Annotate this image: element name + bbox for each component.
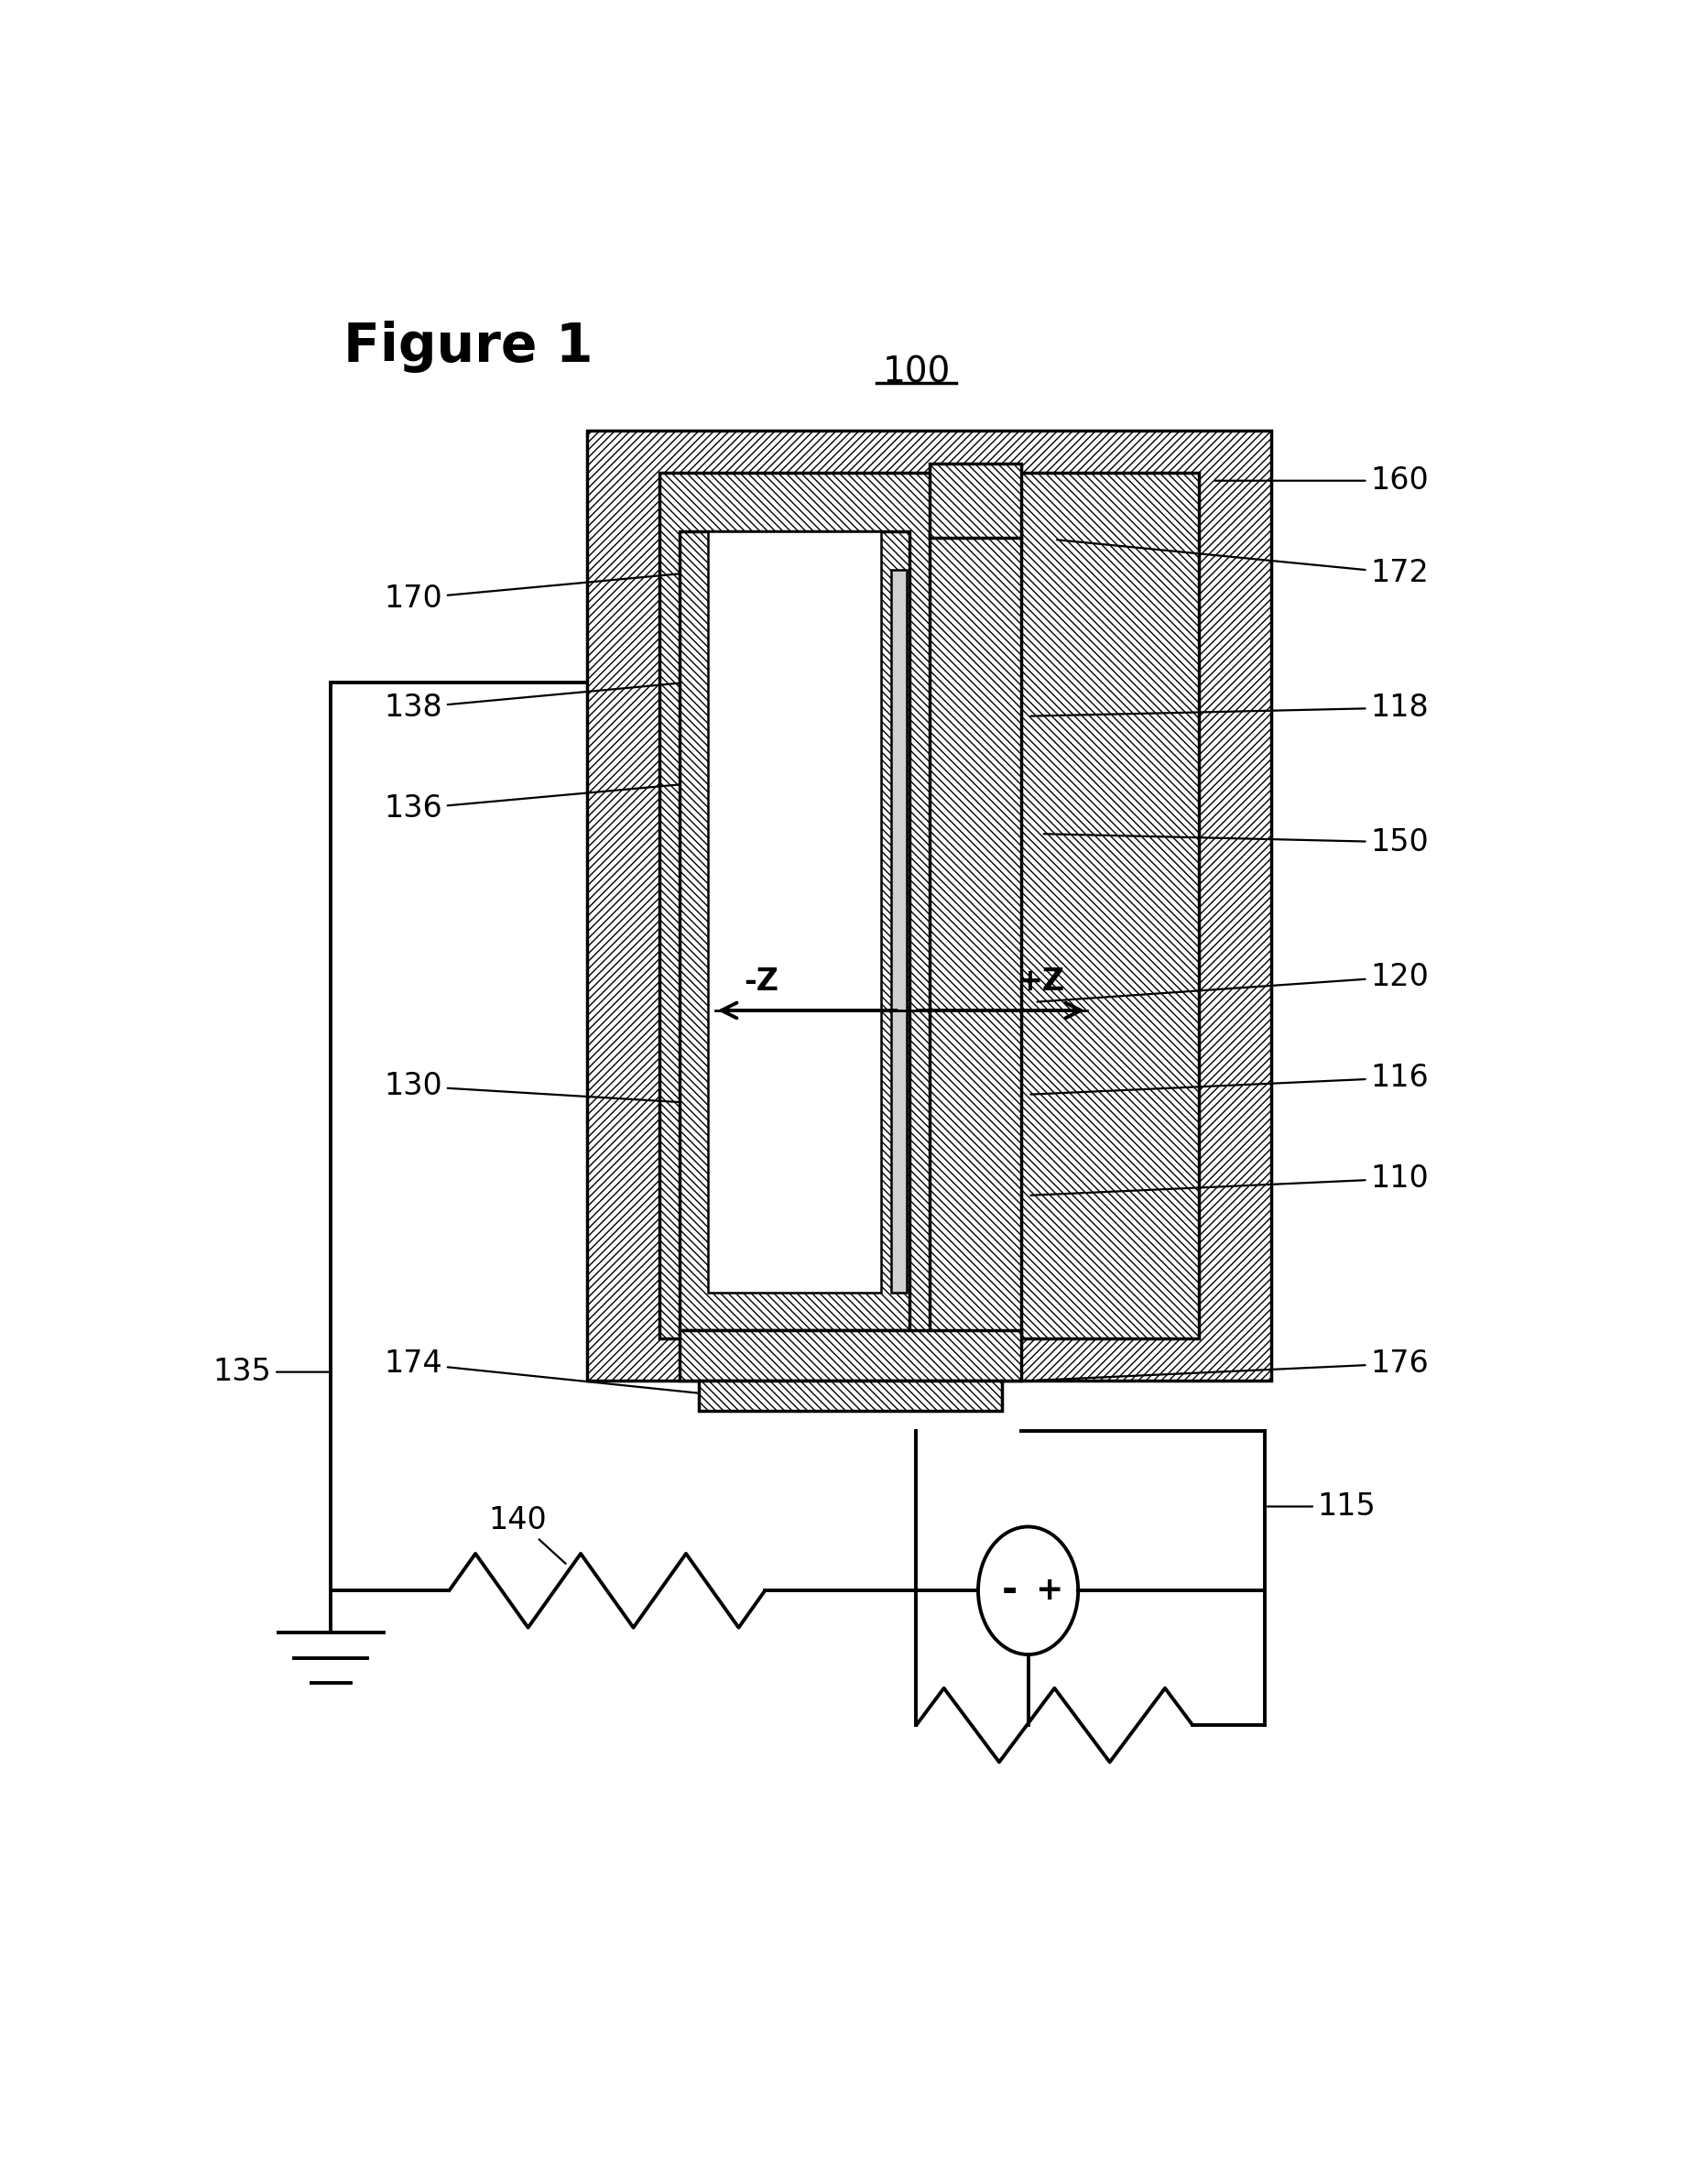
Bar [891, 570, 907, 1293]
Text: 176: 176 [1037, 1348, 1428, 1380]
Text: 138: 138 [384, 684, 684, 723]
Bar [700, 1380, 1002, 1411]
Text: Figure 1: Figure 1 [343, 321, 593, 373]
Text: 172: 172 [1056, 539, 1428, 587]
Text: 130: 130 [384, 1070, 689, 1103]
Text: 174: 174 [384, 1348, 703, 1393]
Bar [929, 463, 1022, 537]
Text: 160: 160 [1214, 465, 1428, 496]
Text: 116: 116 [1031, 1064, 1428, 1094]
Text: -: - [1002, 1570, 1017, 1610]
Text: 170: 170 [384, 574, 684, 614]
Text: 135: 135 [212, 1356, 328, 1387]
Text: +: + [1036, 1575, 1063, 1605]
Text: 115: 115 [1267, 1492, 1375, 1522]
Bar [929, 531, 1022, 1339]
Bar [679, 531, 910, 1330]
Text: +Z: +Z [1017, 968, 1065, 996]
Text: 100: 100 [883, 354, 951, 389]
Text: 118: 118 [1031, 692, 1428, 723]
Bar [659, 472, 1199, 1339]
Bar [708, 531, 881, 1293]
Bar [679, 1330, 1022, 1380]
Text: 136: 136 [384, 784, 689, 823]
Text: 110: 110 [1031, 1164, 1428, 1195]
Bar [588, 430, 1272, 1380]
Text: -Z: -Z [744, 968, 778, 996]
Text: 150: 150 [1044, 828, 1428, 858]
Text: 120: 120 [1037, 961, 1428, 1002]
Text: 140: 140 [489, 1505, 565, 1564]
